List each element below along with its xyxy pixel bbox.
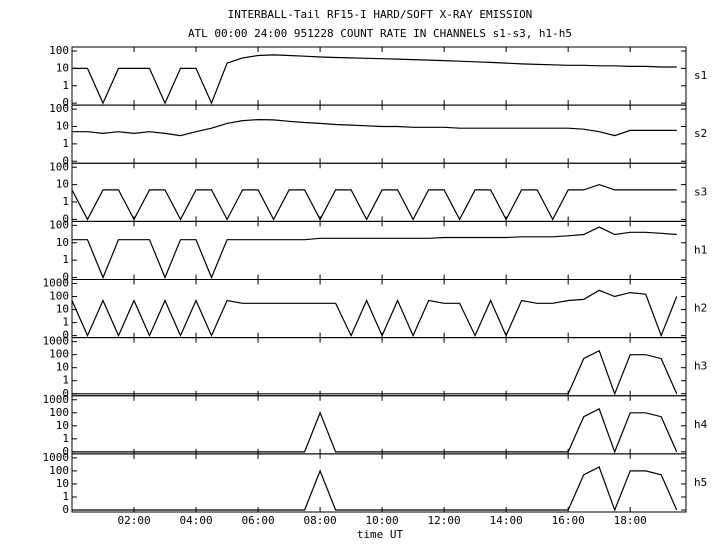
x-axis-label: time UT [357, 528, 404, 541]
channel-label: h1 [694, 243, 707, 256]
y-tick-label: 100 [49, 218, 69, 231]
data-line [72, 54, 677, 105]
y-tick-label: 0 [62, 96, 69, 109]
y-tick-label: 10 [56, 61, 69, 74]
x-tick-label: 10:00 [366, 514, 399, 527]
data-line [72, 408, 678, 454]
y-tick-label: 0 [62, 154, 69, 167]
y-tick-label: 1000 [43, 451, 70, 464]
y-tick-label: 100 [49, 160, 69, 173]
panel-frame [71, 46, 687, 106]
panel-frame [71, 104, 687, 164]
channel-label: h3 [694, 360, 707, 373]
y-tick-label: 100 [49, 102, 69, 115]
y-tick-label: 1 [62, 432, 69, 445]
y-tick-label: 0 [62, 329, 69, 342]
y-tick-label: 0 [62, 387, 69, 400]
x-tick-label: 12:00 [428, 514, 461, 527]
y-tick-label: 100 [49, 348, 69, 361]
y-tick-label: 0 [62, 271, 69, 284]
x-tick-label: 18:00 [614, 514, 647, 527]
y-tick-label: 1000 [43, 393, 70, 406]
channel-label: s1 [694, 69, 707, 82]
data-line [72, 466, 678, 512]
y-tick-label: 1 [62, 137, 69, 150]
y-tick-label: 10 [56, 361, 69, 374]
y-tick-label: 100 [49, 290, 69, 303]
data-line [72, 118, 677, 137]
x-tick-label: 14:00 [490, 514, 523, 527]
x-tick-label: 02:00 [117, 514, 150, 527]
y-tick-label: 1 [62, 253, 69, 266]
y-tick-label: 1 [62, 374, 69, 387]
y-tick-label: 1 [62, 79, 69, 92]
x-tick-label: 08:00 [304, 514, 337, 527]
chart-subtitle: ATL 00:00 24:00 951228 COUNT RATE IN CHA… [188, 27, 572, 40]
y-tick-label: 1000 [43, 277, 70, 290]
panel-frame [71, 337, 687, 397]
data-line [71, 183, 677, 221]
y-tick-label: 100 [49, 44, 69, 57]
y-tick-label: 10 [56, 120, 69, 133]
data-line [72, 226, 677, 280]
y-tick-label: 0 [62, 503, 69, 516]
x-tick-label: 16:00 [552, 514, 585, 527]
y-tick-label: 1 [62, 316, 69, 329]
panel-frame [71, 162, 687, 222]
panel-frame [71, 453, 687, 513]
y-tick-label: 1000 [43, 335, 70, 348]
y-tick-label: 1 [62, 195, 69, 208]
data-line [71, 289, 678, 338]
y-tick-label: 1 [62, 490, 69, 503]
y-tick-label: 100 [49, 406, 69, 419]
x-tick-label: 06:00 [241, 514, 274, 527]
channel-label: s2 [694, 127, 707, 140]
y-tick-label: 100 [49, 464, 69, 477]
y-tick-label: 10 [56, 178, 69, 191]
channel-label: s3 [694, 185, 707, 198]
channel-label: h4 [694, 418, 708, 431]
y-tick-label: 10 [56, 419, 69, 432]
channel-label: h2 [694, 302, 707, 315]
panel-frame [71, 395, 687, 455]
chart-title: INTERBALL-Tail RF15-I HARD/SOFT X-RAY EM… [228, 8, 533, 21]
y-tick-label: 10 [56, 236, 69, 249]
y-tick-label: 10 [56, 303, 69, 316]
y-tick-label: 0 [62, 212, 69, 225]
y-tick-label: 10 [56, 477, 69, 490]
x-tick-label: 04:00 [179, 514, 212, 527]
data-line [72, 349, 678, 396]
y-tick-label: 0 [62, 445, 69, 458]
channel-label: h5 [694, 476, 707, 489]
